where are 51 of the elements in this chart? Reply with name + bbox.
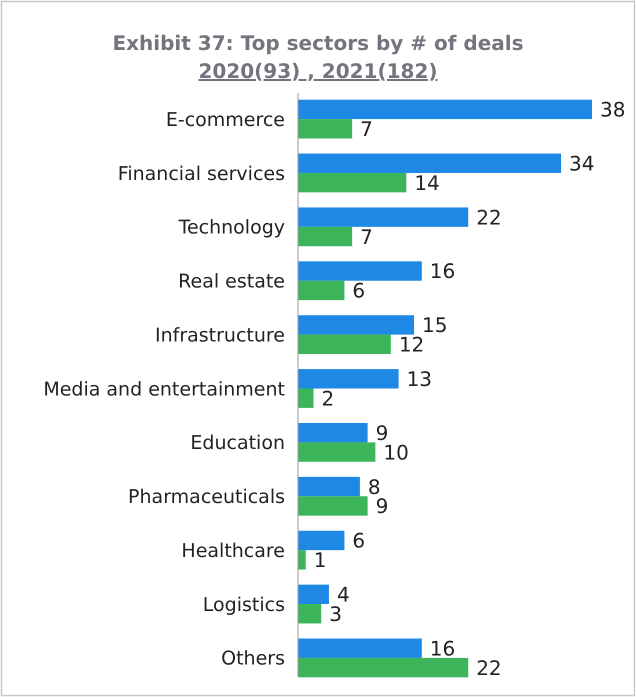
y-tick-label: Education xyxy=(190,432,285,454)
bar xyxy=(298,604,322,624)
chart-subtitle: 2020(93) , 2021(182) xyxy=(198,59,438,83)
y-tick-label: Pharmaceuticals xyxy=(128,486,285,508)
data-label: 2 xyxy=(321,386,334,410)
data-label: 38 xyxy=(600,98,626,122)
bar xyxy=(298,476,360,496)
bar xyxy=(298,496,368,516)
bar xyxy=(298,261,422,281)
data-label: 15 xyxy=(422,313,448,338)
data-label: 7 xyxy=(360,116,373,141)
bar xyxy=(298,172,406,192)
y-tick-label: Technology xyxy=(178,216,285,239)
y-tick-label: Media and entertainment xyxy=(43,378,285,400)
bar xyxy=(298,584,329,604)
chart-title: Exhibit 37: Top sectors by # of deals xyxy=(112,31,524,55)
y-tick-label: Others xyxy=(221,648,285,670)
bar xyxy=(298,422,368,442)
data-label: 16 xyxy=(430,259,456,284)
data-label: 6 xyxy=(352,528,366,553)
data-label: 6 xyxy=(352,278,366,303)
bar xyxy=(298,315,414,335)
data-label: 34 xyxy=(569,151,595,176)
data-label: 22 xyxy=(476,205,502,230)
bar xyxy=(298,530,344,550)
data-label: 13 xyxy=(406,367,432,391)
y-tick-label: E-commerce xyxy=(166,108,285,131)
data-label: 12 xyxy=(398,332,424,357)
bar xyxy=(298,550,306,570)
bar xyxy=(298,334,391,354)
bar xyxy=(298,658,468,678)
data-label: 14 xyxy=(414,170,440,195)
bar xyxy=(298,388,314,408)
data-label: 1 xyxy=(314,548,326,572)
bar xyxy=(298,442,376,462)
bar xyxy=(298,226,352,246)
y-tick-label: Financial services xyxy=(118,162,285,185)
bar xyxy=(298,154,562,173)
data-label: 22 xyxy=(476,656,502,680)
data-label: 7 xyxy=(360,224,373,249)
bar xyxy=(298,369,399,388)
bar xyxy=(298,638,422,658)
y-tick-label: Infrastructure xyxy=(154,324,285,346)
bar xyxy=(298,100,592,120)
bar xyxy=(298,207,468,227)
y-tick-label: Healthcare xyxy=(181,540,285,562)
bar xyxy=(298,280,344,300)
bar xyxy=(298,119,352,138)
y-tick-label: Real estate xyxy=(178,270,285,293)
y-tick-label: Logistics xyxy=(202,594,285,616)
data-label: 16 xyxy=(430,636,456,660)
